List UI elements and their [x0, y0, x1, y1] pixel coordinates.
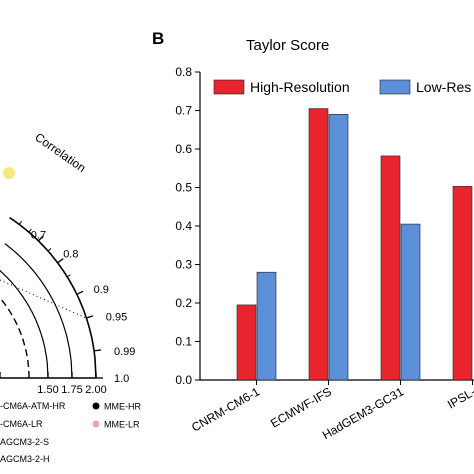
- y-tick-label: 0.4: [175, 219, 192, 233]
- std-arc-0: [4, 243, 73, 379]
- legend-label-low-resolution: Low-Res: [416, 79, 471, 95]
- correlation-tick: [57, 258, 64, 264]
- correlation-tick-label: 0.9: [94, 284, 109, 296]
- taylor-diagram-panel: 0.7 0.8 0.9 0.95 0.99 1.0 Correlation 1.50 1.7…: [0, 130, 141, 464]
- high-resolution-bar: [452, 186, 473, 381]
- low-resolution-bar: [400, 223, 421, 381]
- y-tick-label: 0.8: [175, 65, 192, 79]
- model-point-marker: [3, 167, 15, 179]
- y-tick-label: 0.6: [175, 142, 192, 156]
- std-arc-1: [0, 269, 49, 379]
- correlation-tick-label: 1.0: [114, 373, 129, 385]
- y-tick-label: 0.0: [175, 373, 192, 387]
- outer-std-arc: [9, 216, 97, 379]
- std-tick-label: 2.00: [85, 384, 106, 396]
- correlation-minor-tick: [66, 274, 71, 278]
- low-resolution-bar: [328, 114, 349, 381]
- correlation-minor-tick: [47, 247, 52, 252]
- legend-entry-label: MME-LR: [104, 420, 140, 430]
- high-resolution-bar: [380, 155, 401, 381]
- correlation-tick: [93, 349, 102, 352]
- correlation-minor-tick: [28, 228, 32, 233]
- y-tick-label: 0.3: [175, 258, 192, 272]
- legend-swatch-low-resolution: [379, 79, 411, 95]
- panel-label: B: [152, 29, 164, 48]
- low-resolution-bar: [256, 271, 277, 381]
- correlation-tick: [86, 315, 94, 319]
- correlation-tick-label: 0.99: [114, 346, 135, 358]
- high-resolution-bar: [236, 304, 257, 381]
- correlation-tick-label: 0.95: [106, 311, 127, 323]
- legend-entry-label: MME-HR: [104, 402, 141, 412]
- legend-label-high-resolution: High-Resolution: [250, 79, 350, 95]
- correlation-reference-line: [0, 279, 87, 319]
- x-tick-label: CNRM-CM6-1: [189, 384, 262, 434]
- std-tick-label: 1.75: [61, 384, 82, 396]
- dashed-arc-0: [0, 296, 30, 378]
- x-tick-label: HadGEM3-GC31: [320, 384, 406, 442]
- bar-series: [236, 108, 473, 381]
- legend-entry-label: AGCM3-2-S: [0, 437, 49, 447]
- legend-marker: [92, 402, 100, 410]
- y-tick-label: 0.2: [175, 296, 192, 310]
- x-tick-label: IPSL-: [445, 384, 474, 411]
- taylor-std-arcs: [0, 167, 97, 379]
- taylor-correlation-ticks: 0.7 0.8 0.9 0.95 0.99 1.0: [18, 220, 135, 385]
- correlation-tick-label: 0.7: [31, 229, 46, 241]
- bar-legend: High-Resolution Low-Res: [213, 79, 471, 95]
- legend-entry-label: -CM6A-LR: [0, 419, 43, 429]
- y-tick-label: 0.1: [175, 335, 192, 349]
- y-tick-label: 0.7: [175, 104, 192, 118]
- correlation-minor-tick: [18, 220, 23, 225]
- y-tick-label: 0.5: [175, 181, 192, 195]
- legend-swatch-high-resolution: [213, 79, 245, 95]
- correlation-tick: [37, 235, 44, 242]
- bar-chart-panel: B Taylor Score 0.0 0.1 0.2 0.3 0.4 0.5 0.6 0.7 0…: [152, 29, 474, 442]
- legend-marker: [92, 420, 100, 428]
- taylor-legend: -CM6A-ATM-HR -CM6A-LR AGCM3-2-S AGCM3-2-H MM…: [0, 401, 141, 464]
- correlation-tick-label: 0.8: [63, 249, 78, 261]
- taylor-std-axis: 1.50 1.75 2.00: [0, 372, 107, 396]
- correlation-axis-label: Correlation: [32, 130, 88, 175]
- legend-entry-label: AGCM3-2-H: [0, 454, 50, 464]
- high-resolution-bar: [308, 108, 329, 381]
- chart-title: Taylor Score: [246, 37, 329, 54]
- x-tick-label: ECMWF-IFS: [268, 384, 334, 430]
- std-tick-label: 1.50: [37, 384, 58, 396]
- correlation-tick: [76, 290, 84, 295]
- legend-entry-label: -CM6A-ATM-HR: [0, 401, 66, 411]
